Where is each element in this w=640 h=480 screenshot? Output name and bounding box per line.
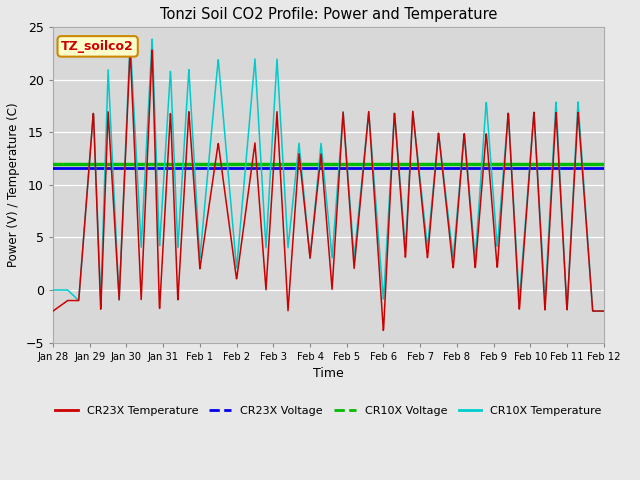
Legend: CR23X Temperature, CR23X Voltage, CR10X Voltage, CR10X Temperature: CR23X Temperature, CR23X Voltage, CR10X … [51, 402, 605, 420]
Text: TZ_soilco2: TZ_soilco2 [61, 40, 134, 53]
Y-axis label: Power (V) / Temperature (C): Power (V) / Temperature (C) [7, 103, 20, 267]
Title: Tonzi Soil CO2 Profile: Power and Temperature: Tonzi Soil CO2 Profile: Power and Temper… [160, 7, 497, 22]
X-axis label: Time: Time [313, 367, 344, 380]
